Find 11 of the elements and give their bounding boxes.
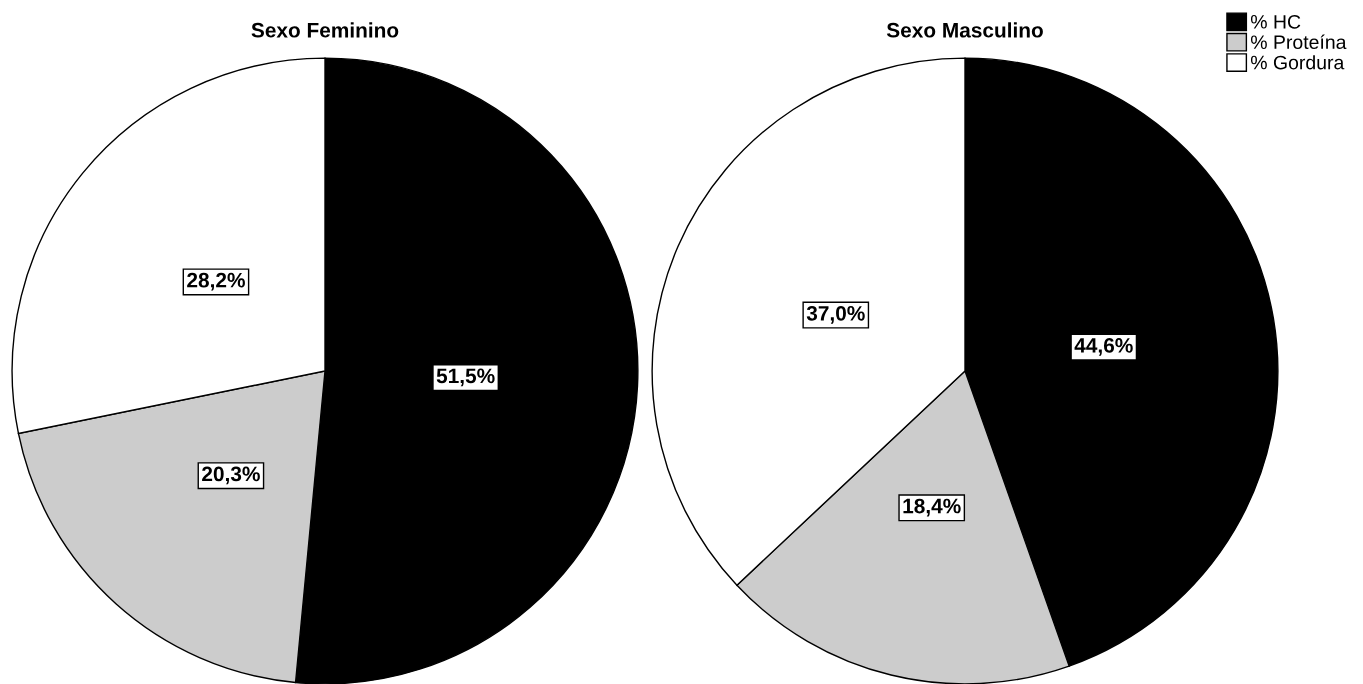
data-label: 20,3% bbox=[202, 466, 260, 485]
data-label: 28,2% bbox=[187, 272, 245, 291]
data-label: 37,0% bbox=[806, 305, 865, 324]
legend-label: % HC bbox=[1250, 14, 1301, 29]
legend-label: % Gordura bbox=[1250, 55, 1345, 70]
data-label: 51,5% bbox=[436, 368, 495, 387]
chart-title: Sexo Feminino bbox=[251, 22, 399, 38]
legend-label: % Proteína bbox=[1250, 34, 1347, 50]
data-label: 44,6% bbox=[1074, 338, 1133, 356]
data-label: 18,4% bbox=[903, 498, 961, 517]
chart-title: Sexo Masculino bbox=[886, 22, 1043, 38]
